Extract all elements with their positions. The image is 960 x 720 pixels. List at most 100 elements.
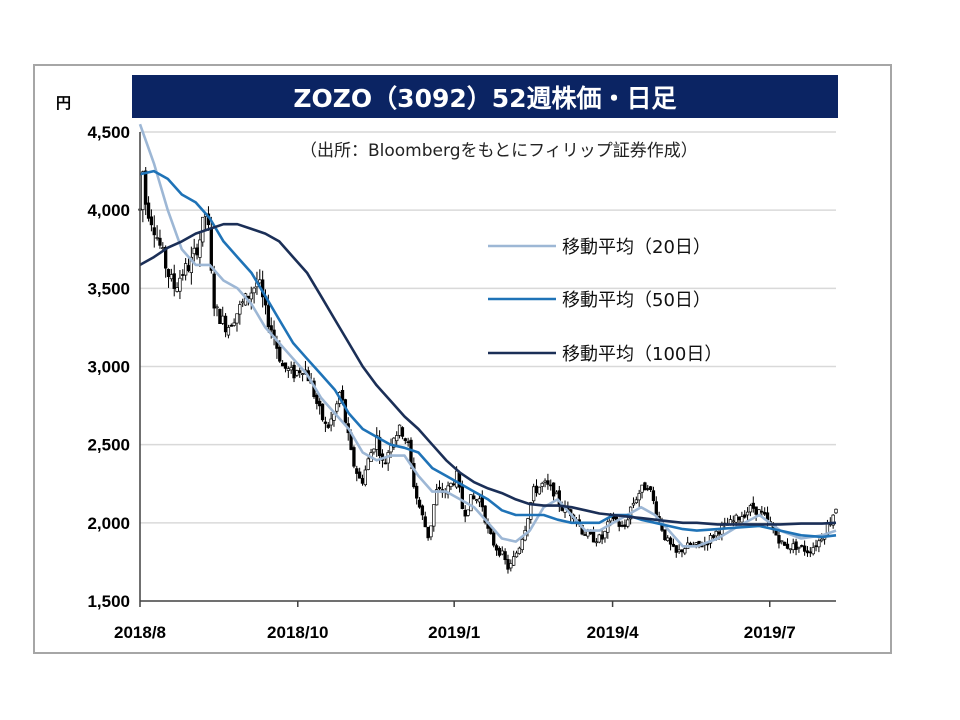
candle-body (802, 545, 807, 552)
candle-body (372, 448, 376, 453)
candlestick (814, 539, 818, 552)
candle-body (466, 509, 470, 516)
candle-body (549, 484, 553, 487)
candle-body (315, 394, 319, 404)
candlestick (469, 494, 473, 512)
candlestick (740, 511, 744, 523)
candle-body (241, 301, 245, 304)
candlestick (683, 547, 687, 556)
candle-body (469, 494, 473, 512)
candle-body (383, 462, 387, 465)
candle-body (643, 482, 647, 491)
legend-label: 移動平均（100日） (562, 344, 722, 365)
candlestick (326, 421, 330, 429)
candle-body (289, 367, 293, 371)
candlestick (166, 268, 171, 288)
candlestick (212, 265, 216, 317)
candlestick (221, 306, 225, 325)
candle-body (717, 531, 721, 535)
candlestick (241, 298, 245, 308)
candle-body (149, 216, 154, 226)
candle-body (477, 498, 482, 503)
candle-body (600, 534, 604, 540)
candle-body (597, 534, 601, 543)
candlestick (743, 510, 747, 519)
candle-body (683, 548, 687, 554)
candle-body (161, 247, 165, 250)
candle-body (266, 305, 271, 328)
candle-body (141, 171, 145, 210)
candlestick (497, 546, 502, 558)
candle-body (497, 547, 502, 556)
x-tick-label: 2018/10 (267, 623, 328, 642)
candlestick (783, 541, 787, 546)
candlestick (226, 324, 231, 339)
candlestick (289, 361, 293, 374)
chart-title: ZOZO（3092）52週株価・日足 (132, 75, 838, 118)
candle-body (700, 545, 704, 548)
gridlines (140, 131, 836, 524)
candle-body (395, 435, 399, 442)
candle-body (714, 530, 718, 537)
candle-body (760, 510, 764, 513)
candlestick (480, 490, 484, 512)
candlestick (785, 538, 790, 550)
candlestick (754, 506, 758, 521)
candlestick (198, 231, 202, 267)
candlestick (666, 535, 670, 542)
candle-body (280, 362, 285, 367)
candle-body (352, 447, 356, 467)
legend: 移動平均（20日） 移動平均（50日） 移動平均（100日） (488, 237, 722, 365)
candlestick (780, 540, 784, 545)
candle-body (814, 545, 818, 548)
candle-body (295, 370, 299, 376)
candlestick (600, 529, 604, 545)
candle-body (235, 313, 239, 324)
candle-body (357, 471, 362, 479)
candlestick (172, 264, 176, 297)
candle-body (417, 499, 422, 508)
candle-body (586, 530, 590, 537)
candle-body (654, 501, 658, 516)
candle-body (198, 239, 202, 258)
candlestick (223, 313, 228, 338)
candlestick (671, 538, 676, 548)
candlestick (360, 474, 365, 486)
candle-body (483, 505, 487, 523)
candle-body (817, 540, 821, 548)
candlestick (800, 544, 804, 548)
candle-body (529, 502, 533, 520)
candle-body (415, 485, 419, 499)
candlestick (802, 540, 807, 556)
candlestick (817, 538, 821, 553)
candlestick (298, 366, 302, 378)
candle-body (226, 327, 231, 336)
candlestick (417, 497, 422, 509)
candle-body (603, 530, 607, 539)
candle-body (651, 490, 656, 502)
candle-body (731, 520, 735, 523)
candlestick (760, 505, 764, 517)
candle-body (743, 514, 747, 518)
candlestick (146, 196, 151, 222)
candle-body (834, 508, 838, 514)
candle-body (831, 514, 835, 526)
candle-body (152, 227, 156, 236)
candle-body (146, 202, 151, 219)
candlestick (352, 445, 356, 469)
candlestick (620, 520, 624, 528)
candlestick (594, 538, 599, 547)
candle-body (671, 543, 676, 547)
candle-body (278, 346, 282, 362)
candle-body (748, 505, 753, 513)
candle-body (363, 469, 367, 486)
tick-labels: 1,500 2,000 2,500 3,000 3,500 4,000 4,500 2018/… (87, 123, 795, 642)
candle-body (620, 524, 624, 527)
candlestick (375, 427, 379, 457)
legend-item: 移動平均（100日） (488, 344, 722, 365)
candlestick (466, 509, 470, 517)
candle-body (500, 550, 504, 555)
candle-body (454, 470, 459, 488)
candle-body (183, 263, 188, 276)
candlestick (386, 449, 390, 471)
